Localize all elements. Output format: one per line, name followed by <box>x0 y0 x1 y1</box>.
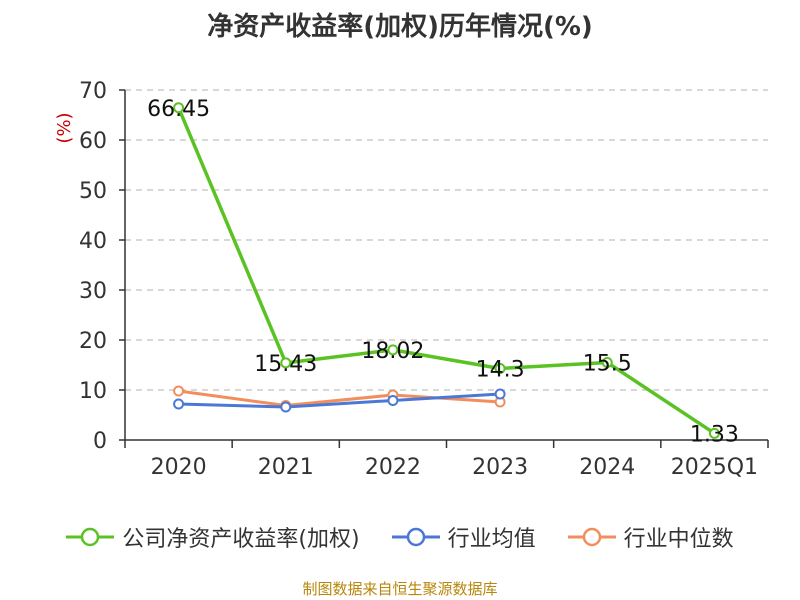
data-point-company <box>387 344 399 356</box>
legend-item-company[interactable]: 公司净资产收益率(加权) <box>66 521 360 553</box>
y-tick-label: 40 <box>79 229 107 254</box>
legend-label: 行业中位数 <box>623 527 734 552</box>
series-line-industry_avg <box>178 392 501 409</box>
x-tick-label: 2020 <box>151 455 207 480</box>
legend-symbol <box>66 527 115 547</box>
data-point-industry_avg <box>280 401 292 413</box>
data-point-company <box>494 363 506 374</box>
data-point-industry_avg <box>173 398 185 410</box>
data-label: 1.33 <box>690 422 739 447</box>
legend-symbol <box>567 527 616 547</box>
source-note: 制图数据来自恒生聚源数据库 <box>302 580 498 598</box>
y-tick-label: 20 <box>79 329 107 354</box>
axes: 0 10 20 30 40 50 60 70 2020 2021 2022 2023 2024 2025Q… <box>54 79 769 480</box>
data-point-company <box>173 102 185 114</box>
y-tick-label: 30 <box>79 279 107 304</box>
data-label: 66.45 <box>147 97 210 122</box>
y-axis-label: (%) <box>54 112 75 143</box>
chart-title: 净资产收益率(加权)历年情况(%) <box>207 12 593 42</box>
grid-lines <box>125 89 768 391</box>
y-tick-label: 50 <box>79 179 107 204</box>
legend-item-industry_avg[interactable]: 行业均值 <box>391 521 536 553</box>
x-tick-label: 2025Q1 <box>671 455 758 480</box>
legend-item-industry_median[interactable]: 行业中位数 <box>567 521 734 553</box>
legend-symbol <box>391 527 440 547</box>
legend-label: 行业均值 <box>447 527 536 552</box>
data-labels: 66.45 15.43 18.02 14.3 15.5 1.33 <box>147 97 739 448</box>
data-point-company <box>280 357 292 369</box>
y-tick-label: 10 <box>79 379 107 404</box>
data-point-industry_avg <box>494 388 506 400</box>
series-line-company <box>176 107 716 435</box>
data-point-industry_median <box>173 385 185 397</box>
x-tick-label: 2021 <box>258 455 314 480</box>
data-label: 15.5 <box>583 352 632 377</box>
x-tick-label: 2024 <box>579 455 635 480</box>
x-tick-label: 2023 <box>472 455 528 480</box>
data-label: 15.43 <box>254 352 317 377</box>
y-tick-label: 70 <box>79 79 107 104</box>
data-label: 14.3 <box>476 358 525 383</box>
x-tick-label: 2022 <box>365 455 421 480</box>
line-chart: 0 10 20 30 40 50 60 70 2020 2021 2022 2023 2024 2025Q… <box>54 79 769 480</box>
y-tick-label: 60 <box>79 129 107 154</box>
data-point-company <box>601 357 613 368</box>
data-label: 18.02 <box>361 339 424 364</box>
legend-label: 公司净资产收益率(加权) <box>122 527 360 552</box>
data-point-company <box>708 427 720 439</box>
data-point-industry_avg <box>387 395 399 406</box>
series <box>173 102 720 439</box>
legend: 公司净资产收益率(加权) 行业均值 行业中位数 <box>0 520 800 554</box>
y-tick-label: 0 <box>93 429 107 454</box>
